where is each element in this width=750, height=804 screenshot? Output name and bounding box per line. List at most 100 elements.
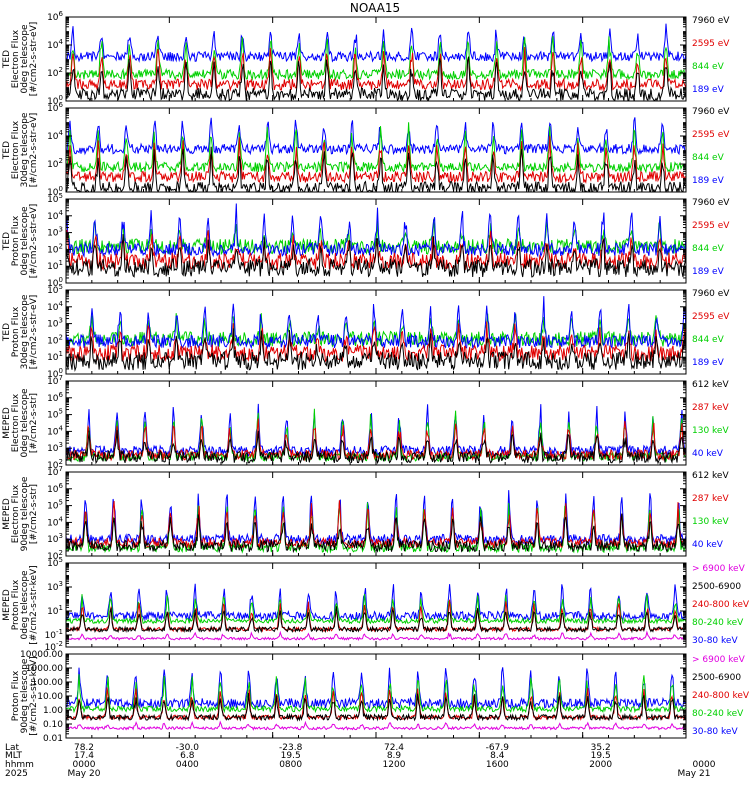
legend-entry: 287 keV	[692, 403, 729, 413]
legend-entry: 7960 eV	[692, 16, 730, 26]
y-tick-label: 100	[47, 185, 63, 198]
lat-value: -30.0	[176, 743, 200, 753]
legend-entry: 30-80 keV	[692, 727, 738, 737]
legend-entry: 30-80 keV	[692, 636, 738, 646]
y-axis-label-line: [#/cm2-s-str]	[29, 484, 39, 544]
panel-frame	[65, 653, 687, 739]
legend-entry: 130 keV	[692, 426, 729, 436]
y-axis-label-line: Proton Flux	[11, 306, 21, 357]
y-tick-label: 104	[47, 209, 63, 222]
legend-entry: 287 keV	[692, 494, 729, 504]
y-axis-label-line: Electron Flux	[11, 120, 21, 179]
legend-entry: 2595 eV	[692, 312, 730, 322]
mlt-value: 8.4	[490, 751, 505, 761]
series-trace-2-2	[66, 122, 686, 174]
y-tick-label: 105	[47, 556, 63, 569]
series-trace-3-2	[66, 203, 686, 259]
series-trace-8-4	[66, 692, 686, 722]
series-trace-7-1	[66, 583, 686, 622]
panel-8: 0.01 0.10 1.00 10.00 100.00 1000.00 10000.00 Pr…	[11, 650, 750, 744]
x-tick-label: 1600	[486, 760, 509, 770]
series-trace-8-1	[66, 667, 686, 710]
y-axis-label-line: 90deg telescope	[20, 658, 30, 733]
panel-frame	[65, 562, 687, 648]
y-axis-label-line: Proton Flux	[11, 670, 21, 721]
y-tick-label: 104	[47, 515, 63, 528]
series-trace-8-5	[66, 720, 686, 731]
series-trace-3-4	[66, 234, 686, 278]
legend-entry: 40 keV	[692, 540, 724, 550]
y-tick-label: 1.00	[43, 706, 63, 716]
date-label: May 20	[68, 769, 101, 779]
legend-entry: 189 eV	[692, 176, 725, 186]
series-trace-2-3	[66, 135, 686, 185]
mlt-value: 6.8	[180, 751, 195, 761]
y-axis-label-line: 0deg telescope	[20, 24, 30, 94]
y-tick-label: 102	[47, 458, 63, 471]
mlt-value: 17.4	[74, 751, 94, 761]
x-tick-label: 0000	[693, 760, 716, 770]
series-trace-8-2	[66, 674, 686, 714]
y-axis-label-line: 0deg telescope	[20, 206, 30, 276]
y-tick-label: 10-2	[45, 640, 63, 653]
y-tick-label: 102	[47, 157, 63, 170]
legend-entry: 2595 eV	[692, 39, 730, 49]
y-axis-label-line: MEPED	[2, 498, 12, 530]
panel-series-group	[66, 490, 686, 554]
panel-4: 100 101 102 103 104 105 TED Proton Flux 30deg te…	[2, 283, 730, 380]
y-tick-label: 107	[47, 374, 63, 387]
y-tick-label: 102	[47, 242, 63, 255]
y-tick-label: 102	[47, 549, 63, 562]
lat-value: 78.2	[74, 743, 94, 753]
panel-7: 10-210-1 101 103 105 MEPED Proton Flux 0deg te…	[2, 556, 750, 653]
y-tick-label: 103	[47, 317, 63, 330]
series-trace-1-4	[66, 56, 686, 101]
y-axis-label-line: [#/cm2-s-str-eV]	[29, 113, 39, 188]
series-trace-6-4	[66, 513, 686, 554]
legend-entry: 2500-6900	[692, 673, 741, 683]
legend-entry: 612 keV	[692, 380, 729, 390]
x-row-label: hhmm	[5, 760, 34, 770]
series-trace-5-4	[66, 430, 686, 465]
y-axis-label-line: Electron Flux	[11, 29, 21, 88]
legend-entry: 844 eV	[692, 62, 725, 72]
y-tick-label: 10000.00	[20, 650, 63, 660]
legend-entry: 7960 eV	[692, 289, 730, 299]
series-trace-2-1	[66, 117, 686, 156]
panel-6: 102 103 104 105 106 107 MEPED Electron Flux 90de…	[2, 465, 729, 562]
y-axis-label-line: 30deg telescope	[20, 294, 30, 369]
series-trace-1-2	[66, 36, 686, 82]
series-trace-6-3	[66, 500, 686, 550]
y-axis-label-line: MEPED	[2, 589, 12, 621]
legend-entry: 80-240 keV	[692, 618, 744, 628]
y-tick-label: 105	[47, 499, 63, 512]
lat-value: 35.2	[591, 743, 611, 753]
y-axis-label-line: [#/cm2-s-str-eV]	[29, 204, 39, 279]
date-label: May 21	[678, 769, 711, 779]
y-tick-label: 103	[47, 441, 63, 454]
y-axis-label-line: [#/cm2-s-str-keV]	[29, 656, 39, 735]
x-tick-label: 0800	[279, 760, 302, 770]
series-trace-7-2	[66, 593, 686, 625]
y-axis-label-line: TED	[2, 232, 12, 251]
y-axis-label-line: Electron Flux	[11, 484, 21, 543]
y-axis-label-line: Proton Flux	[11, 215, 21, 266]
legend-entry: > 6900 keV	[692, 564, 746, 574]
panel-1: 100 102 104 106 TED Electron Flux 0deg telesco…	[2, 10, 730, 107]
y-axis-label-line: 90deg telescope	[20, 476, 30, 551]
y-tick-label: 100	[47, 367, 63, 380]
y-axis-label-line: Electron Flux	[11, 393, 21, 452]
mlt-value: 19.5	[591, 751, 611, 761]
legend-entry: 189 eV	[692, 267, 725, 277]
legend-entry: 844 eV	[692, 153, 725, 163]
series-trace-1-3	[66, 46, 686, 93]
legend-entry: 240-800 keV	[692, 691, 750, 701]
y-tick-label: 100.00	[32, 678, 64, 688]
y-axis-label-line: [#/cm2-s-str-eV]	[29, 295, 39, 370]
y-tick-label: 103	[47, 226, 63, 239]
y-tick-label: 105	[47, 192, 63, 205]
y-tick-label: 106	[47, 10, 63, 23]
series-trace-8-3	[66, 687, 686, 722]
